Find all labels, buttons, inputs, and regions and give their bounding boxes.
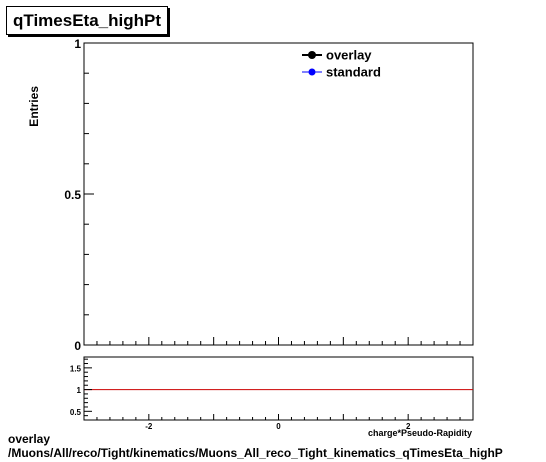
ratio-x-tick-label: 0 (276, 422, 281, 431)
y-axis-label: Entries (27, 86, 41, 127)
ratio-plot (83, 356, 474, 421)
ratio-y-tick-label: 0.5 (70, 408, 82, 417)
x-axis-label: charge*Pseudo-Rapidity (368, 428, 472, 438)
footer-line-2: /Muons/All/reco/Tight/kinematics/Muons_A… (8, 446, 503, 460)
main-y-ticks: 00.51 (64, 37, 94, 353)
main-frame (83, 42, 474, 346)
ratio-y-ticks: 0.5 1 1.5 (70, 358, 92, 417)
main-y-tick-label: 0 (74, 339, 81, 353)
ratio-y-tick-label: 1 (77, 386, 82, 395)
ratio-x-ticks: -2 0 2 (83, 414, 474, 431)
chart-title: qTimesEta_highPt (6, 6, 168, 35)
ratio-frame (83, 356, 474, 421)
legend: overlay standard (302, 48, 381, 80)
footer-line-1: overlay (8, 432, 51, 446)
main-plot (83, 42, 474, 346)
main-y-tick-label: 0.5 (64, 188, 81, 202)
legend-overlay-marker (308, 51, 316, 59)
footer-caption: overlay /Muons/All/reco/Tight/kinematics… (8, 432, 503, 460)
ratio-y-tick-label: 1.5 (70, 364, 82, 373)
ratio-x-tick-label: 2 (406, 422, 411, 431)
legend-standard-marker (308, 68, 316, 76)
main-y-tick-label: 1 (74, 37, 81, 51)
legend-overlay-label: overlay (326, 48, 372, 63)
main-x-ticks (83, 337, 474, 345)
ratio-x-tick-label: -2 (145, 422, 153, 431)
legend-standard-label: standard (326, 65, 381, 80)
